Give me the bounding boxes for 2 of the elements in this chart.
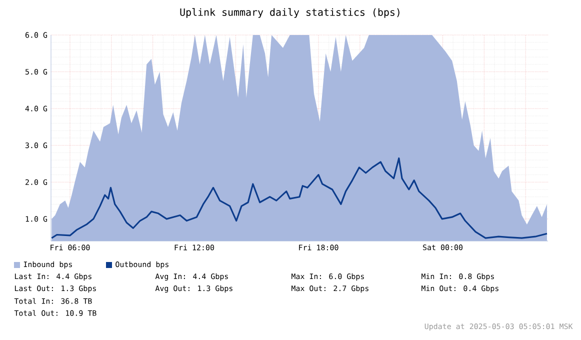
line-series <box>51 157 548 239</box>
chart-title: Uplink summary daily statistics (bps) <box>180 8 400 18</box>
